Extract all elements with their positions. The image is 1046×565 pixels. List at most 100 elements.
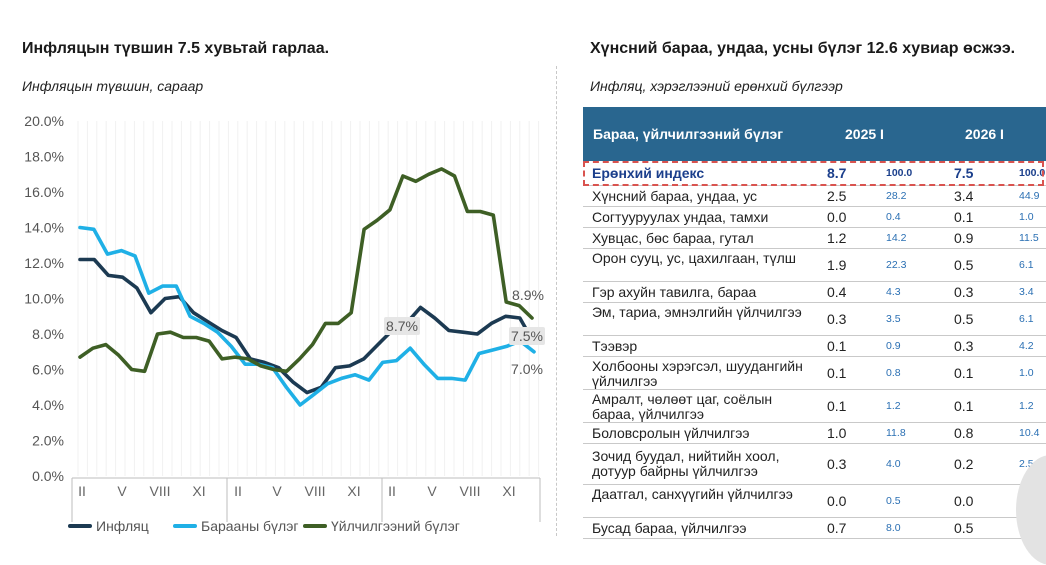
- y-tick-label: 8.0%: [32, 326, 64, 342]
- table-row: Тээвэр 0.1 0.9 0.3 4.2: [583, 336, 1046, 357]
- row-value-2025: 0.0: [827, 493, 847, 509]
- row-weight-2026: 100.0: [1019, 167, 1046, 179]
- row-weight-2026: 3.4: [1019, 286, 1034, 298]
- table-row: Зочид буудал, нийтийн хоол, дотуур байрн…: [583, 444, 1046, 485]
- table-row: Эм, тариа, эмнэлгийн үйлчилгээ 0.3 3.5 0.5 6…: [583, 303, 1046, 336]
- table-row: Бусад бараа, үйлчилгээ 0.7 8.0 0.5: [583, 518, 1046, 539]
- inflation-line-chart: 0.0% 2.0% 4.0% 6.0% 8.0% 10.0% 12.0% 14.0% 16.0%…: [24, 113, 545, 534]
- row-weight-2026: 1.0: [1019, 211, 1034, 223]
- row-value-2025: 1.9: [827, 257, 847, 273]
- row-value-2026: 0.0: [954, 493, 974, 509]
- row-value-2026: 0.1: [954, 209, 974, 225]
- table-header: Бараа, үйлчилгээний бүлэг 2025 I 2026 I: [583, 107, 1046, 161]
- row-value-2026: 0.5: [954, 520, 974, 536]
- row-weight-2025: 11.8: [886, 427, 906, 439]
- table-row: Боловсролын үйлчилгээ 1.0 11.8 0.8 10.4: [583, 423, 1046, 444]
- data-label: 7.0%: [511, 361, 543, 377]
- table-heading: Хүнсний бараа, ундаа, усны бүлэг 12.6 ху…: [590, 40, 1016, 57]
- row-group-name: Боловсролын үйлчилгээ: [592, 424, 750, 441]
- row-weight-2025: 4.0: [886, 458, 901, 470]
- row-value-2026: 0.5: [954, 257, 974, 273]
- row-group-name: Орон сууц, ус, цахилгаан, түлш: [592, 250, 796, 266]
- x-tick-label: V: [272, 483, 282, 499]
- x-tick-label: VIII: [459, 483, 480, 499]
- row-weight-2026: 44.9: [1019, 190, 1040, 202]
- row-value-2025: 0.1: [827, 365, 847, 381]
- header-2025: 2025 I: [845, 126, 884, 142]
- row-group-name: Хүнсний бараа, ундаа, ус: [592, 187, 758, 204]
- row-weight-2025: 8.0: [886, 522, 901, 534]
- row-value-2026: 0.2: [954, 456, 974, 472]
- y-tick-label: 0.0%: [32, 468, 64, 484]
- row-group-name: Холбооны хэрэгсэл, шуудангийн үйлчилгээ: [592, 358, 803, 389]
- row-group-name: Бусад бараа, үйлчилгээ: [592, 519, 747, 536]
- row-weight-2025: 100.0: [886, 167, 913, 179]
- row-value-2026: 3.4: [954, 188, 974, 204]
- row-value-2026: 0.9: [954, 230, 974, 246]
- table-row: Хувцас, бөс бараа, гутал 1.2 14.2 0.9 11.5: [583, 228, 1046, 249]
- row-weight-2025: 14.2: [886, 232, 907, 244]
- table-row: Хүнсний бараа, ундаа, ус 2.5 28.2 3.4 44.9: [583, 186, 1046, 207]
- y-tick-label: 2.0%: [32, 433, 64, 449]
- data-label: 8.7%: [386, 318, 418, 334]
- row-value-2025: 1.0: [827, 425, 847, 441]
- row-value-2025: 8.7: [827, 165, 847, 181]
- highlight-box: [583, 161, 1044, 186]
- row-value-2025: 0.3: [827, 456, 847, 472]
- table-row: Гэр ахуйн тавилга, бараа 0.4 4.3 0.3 3.4: [583, 282, 1046, 303]
- legend-label: Барааны бүлэг: [201, 518, 298, 534]
- data-label-box: [509, 327, 545, 345]
- row-weight-2026: 10.4: [1019, 427, 1040, 439]
- row-weight-2025: 1.2: [886, 400, 901, 412]
- series-line: [78, 257, 536, 395]
- row-value-2025: 0.7: [827, 520, 847, 536]
- series-line: [78, 225, 536, 407]
- table-subheading: Инфляц, хэрэглээний ерөнхий бүлгээр: [590, 78, 843, 94]
- row-group-name: Зочид буудал, нийтийн хоол, дотуур байрн…: [592, 448, 780, 479]
- data-label: 8.9%: [512, 287, 544, 303]
- row-weight-2025: 22.3: [886, 259, 907, 271]
- y-tick-label: 4.0%: [32, 397, 64, 413]
- row-value-2025: 1.2: [827, 230, 847, 246]
- row-group-name: Даатгал, санхүүгийн үйлчилгээ: [592, 486, 793, 502]
- table-row: Холбооны хэрэгсэл, шуудангийн үйлчилгээ 0…: [583, 357, 1046, 390]
- x-tick-label: XI: [192, 483, 205, 499]
- table-row: Согтууруулах ундаа, тамхи 0.0 0.4 0.1 1.0: [583, 207, 1046, 228]
- legend-label: Инфляц: [96, 518, 149, 534]
- data-label-box: [384, 317, 420, 335]
- chart-heading: Инфляцын түвшин 7.5 хувьтай гарлаа.: [22, 40, 330, 57]
- row-group-name: Эм, тариа, эмнэлгийн үйлчилгээ: [592, 304, 802, 320]
- row-weight-2026: 6.1: [1019, 313, 1034, 325]
- y-tick-label: 18.0%: [24, 149, 64, 165]
- row-value-2025: 0.0: [827, 209, 847, 225]
- row-group-name: Гэр ахуйн тавилга, бараа: [592, 283, 757, 300]
- x-tick-label: VIII: [149, 483, 170, 499]
- row-value-2026: 0.1: [954, 365, 974, 381]
- row-weight-2026: 6.1: [1019, 259, 1034, 271]
- x-tick-label: XI: [347, 483, 360, 499]
- row-weight-2026: 1.0: [1019, 367, 1034, 379]
- row-weight-2026: 4.2: [1019, 340, 1034, 352]
- row-value-2026: 0.5: [954, 311, 974, 327]
- x-tick-label: II: [78, 483, 86, 499]
- row-value-2025: 0.1: [827, 338, 847, 354]
- row-value-2025: 2.5: [827, 188, 847, 204]
- table-row: Орон сууц, ус, цахилгаан, түлш 1.9 22.3 0.5…: [583, 249, 1046, 282]
- table-row: Амралт, чөлөөт цаг, соёлын бараа, үйлчил…: [583, 390, 1046, 423]
- row-group-name: Согтууруулах ундаа, тамхи: [592, 208, 769, 225]
- row-group-name: Хувцас, бөс бараа, гутал: [592, 229, 754, 246]
- x-tick-label: VIII: [304, 483, 325, 499]
- x-tick-label: II: [388, 483, 396, 499]
- series-line: [78, 167, 534, 374]
- x-tick-label: II: [234, 483, 242, 499]
- row-weight-2026: 1.2: [1019, 400, 1034, 412]
- row-value-2026: 0.3: [954, 284, 974, 300]
- row-weight-2025: 0.8: [886, 367, 901, 379]
- row-value-2025: 0.3: [827, 311, 847, 327]
- inflation-by-group-table: Бараа, үйлчилгээний бүлэг 2025 I 2026 I …: [583, 107, 1046, 539]
- row-weight-2025: 0.9: [886, 340, 901, 352]
- row-weight-2025: 0.4: [886, 211, 901, 223]
- data-label: 7.5%: [511, 328, 543, 344]
- row-value-2025: 0.4: [827, 284, 847, 300]
- y-tick-label: 16.0%: [24, 184, 64, 200]
